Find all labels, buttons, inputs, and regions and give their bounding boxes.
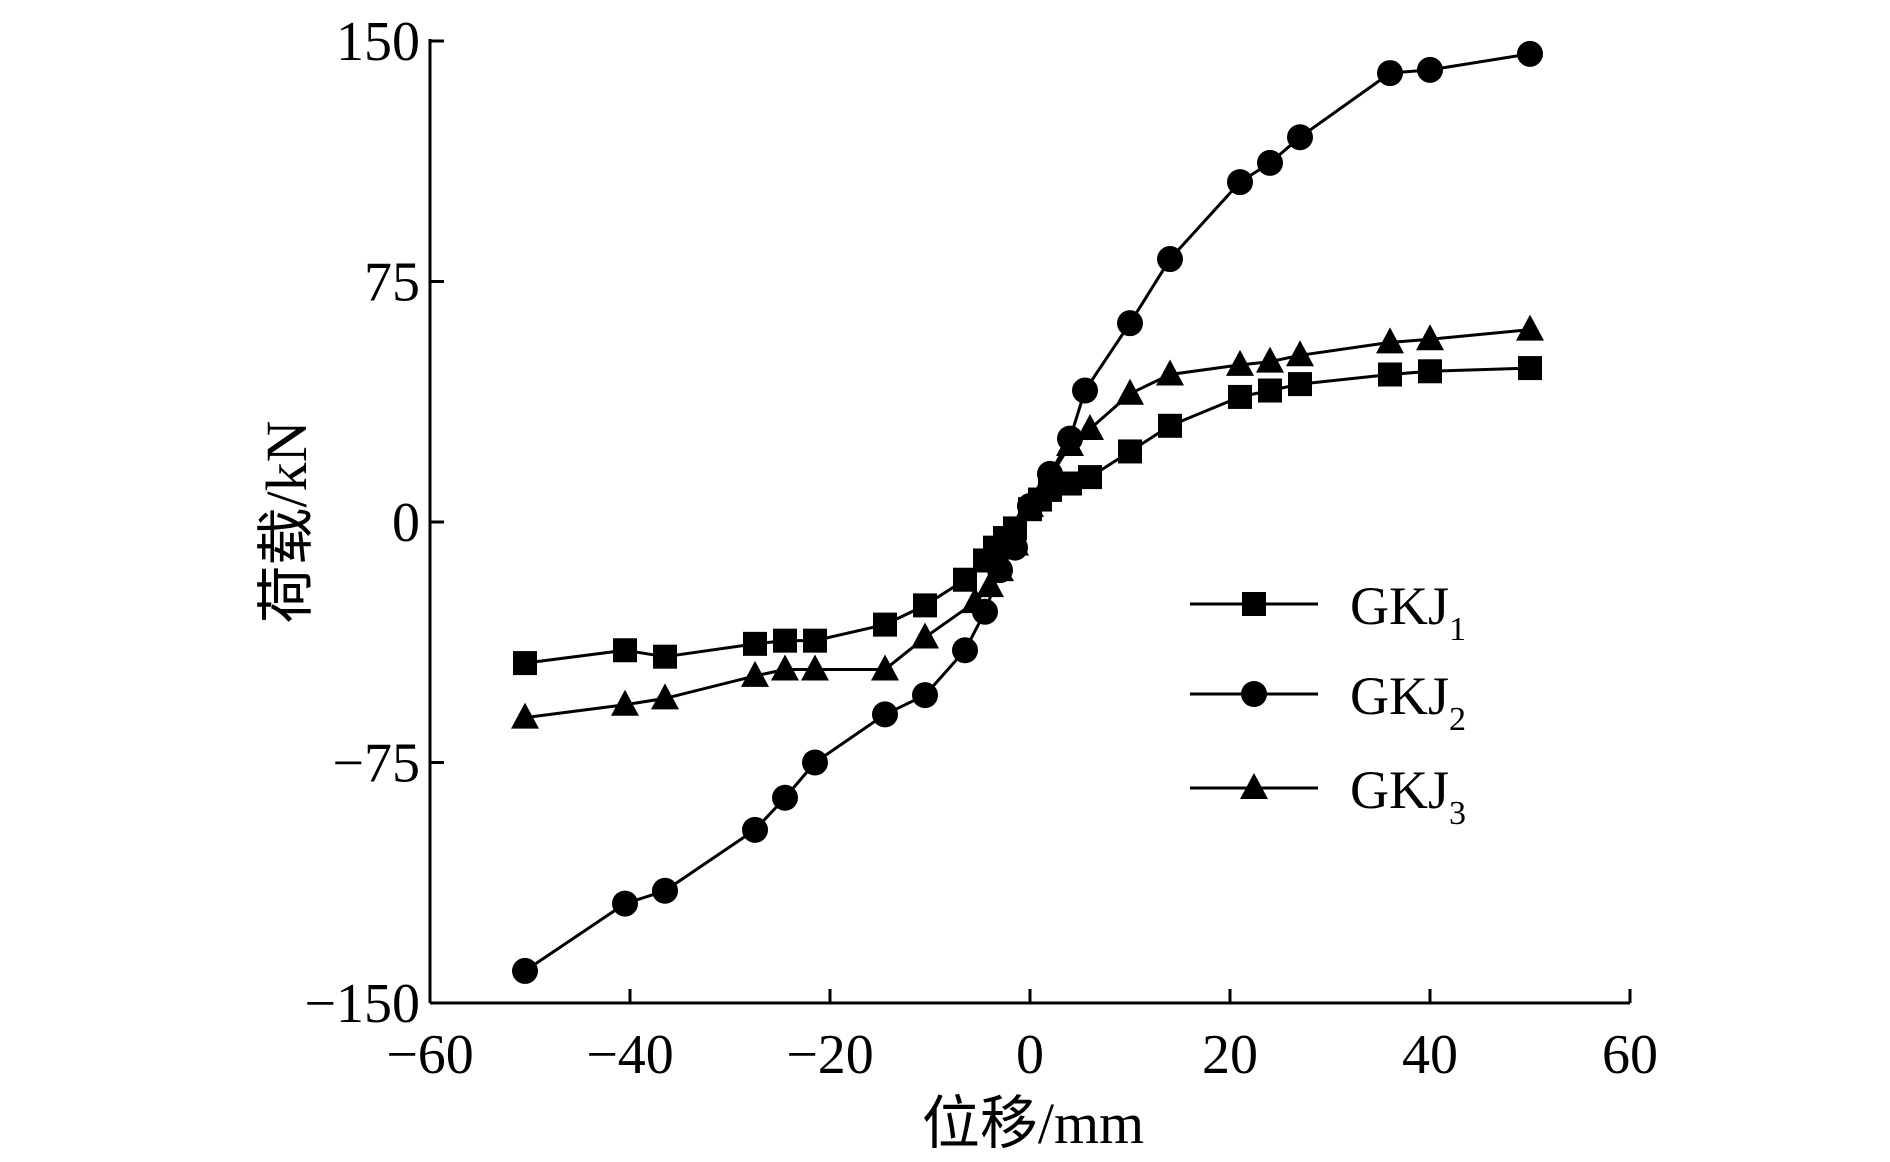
legend-label-main: GKJ: [1350, 576, 1449, 636]
x-tick-label: 40: [1402, 1024, 1458, 1086]
data-point: [773, 628, 797, 653]
data-point: [913, 593, 937, 618]
y-tick-label: 75: [364, 252, 420, 314]
y-tick-label: −150: [304, 973, 420, 1035]
legend-label-subscript: 3: [1449, 795, 1466, 832]
y-axis-label: 荷载/kN: [254, 420, 319, 623]
data-point: [961, 587, 989, 614]
data-point: [613, 638, 637, 663]
y-ticks: −150 −75 0 75 150: [304, 11, 444, 1035]
y-tick-label: 0: [392, 492, 420, 554]
data-point: [652, 877, 678, 904]
data-point: [1377, 60, 1403, 87]
x-tick-label: −20: [786, 1024, 874, 1086]
data-point: [873, 612, 897, 637]
legend-label: GKJ2: [1350, 666, 1466, 738]
data-point: [1287, 124, 1313, 151]
legend-marker: [1242, 592, 1266, 616]
data-point: [1118, 439, 1142, 464]
data-point: [801, 654, 829, 681]
data-point: [976, 571, 1004, 598]
x-ticks: −60 −40 −20 0 20 40 60: [386, 989, 1658, 1086]
legend-item-gkj1: GKJ1: [1190, 576, 1466, 648]
data-point: [1517, 40, 1543, 67]
data-point: [986, 555, 1014, 582]
legend-label: GKJ1: [1350, 576, 1466, 648]
data-point: [1078, 465, 1102, 490]
data-point: [1157, 246, 1183, 273]
data-point: [612, 890, 638, 917]
data-point: [513, 651, 537, 676]
data-point: [1258, 378, 1282, 403]
series-gkj3: [511, 314, 1544, 729]
data-point: [511, 702, 539, 729]
legend-label-subscript: 1: [1449, 611, 1466, 648]
data-point: [512, 957, 538, 984]
legend-item-gkj3: GKJ3: [1190, 760, 1466, 832]
x-tick-label: 60: [1602, 1024, 1658, 1086]
data-point: [1076, 414, 1104, 441]
series-layer: [511, 40, 1544, 984]
data-point: [1228, 384, 1252, 409]
y-tick-label: −75: [332, 733, 420, 795]
data-point: [1056, 430, 1084, 457]
legend-label: GKJ3: [1350, 760, 1466, 832]
y-tick-label: 150: [336, 11, 420, 73]
data-point: [1378, 362, 1402, 387]
data-point: [1418, 359, 1442, 384]
data-point: [1286, 340, 1314, 367]
x-tick-label: −60: [386, 1024, 474, 1086]
data-point: [1226, 349, 1254, 376]
legend-label-main: GKJ: [1350, 666, 1449, 726]
data-point: [1376, 327, 1404, 354]
legend-item-gkj2: GKJ2: [1190, 666, 1466, 738]
data-point: [741, 660, 769, 687]
data-point: [1156, 359, 1184, 386]
data-point: [871, 654, 899, 681]
data-point: [1257, 149, 1283, 176]
data-point: [912, 682, 938, 709]
data-point: [1158, 413, 1182, 438]
data-point: [1417, 56, 1443, 83]
x-tick-label: −40: [586, 1024, 674, 1086]
legend-label-main: GKJ: [1350, 760, 1449, 820]
data-point: [651, 683, 679, 710]
data-point: [872, 701, 898, 728]
data-point: [611, 689, 639, 716]
x-tick-label: 0: [1016, 1024, 1044, 1086]
data-point: [1117, 310, 1143, 337]
data-point: [911, 622, 939, 649]
data-point: [1516, 314, 1544, 341]
data-point: [742, 816, 768, 843]
data-point: [802, 749, 828, 776]
data-point: [1416, 324, 1444, 351]
data-point: [1001, 529, 1029, 556]
data-point: [1288, 372, 1312, 397]
data-point: [1116, 378, 1144, 405]
data-point: [1072, 377, 1098, 404]
data-point: [1256, 346, 1284, 373]
data-point: [1227, 169, 1253, 196]
x-tick-label: 20: [1202, 1024, 1258, 1086]
data-point: [772, 784, 798, 811]
data-point: [1036, 462, 1064, 489]
legend-marker: [1240, 773, 1268, 799]
data-point: [771, 654, 799, 681]
legend-marker: [1241, 681, 1267, 707]
x-axis-label: 位移/mm: [922, 1091, 1144, 1156]
data-point: [653, 644, 677, 669]
data-point: [743, 631, 767, 656]
legend-label-subscript: 2: [1449, 701, 1466, 738]
data-point: [1016, 490, 1044, 517]
data-point: [803, 628, 827, 653]
data-point: [952, 637, 978, 664]
data-point: [1518, 356, 1542, 381]
